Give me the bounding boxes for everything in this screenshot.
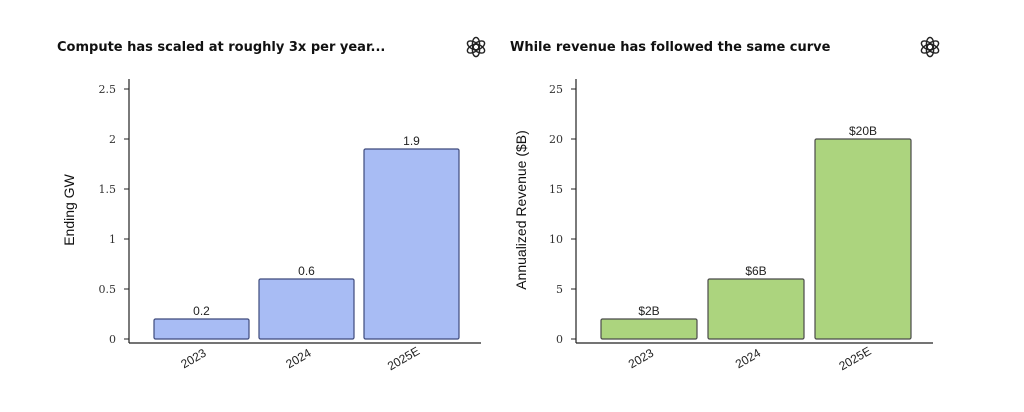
data-label: $20B bbox=[849, 124, 877, 138]
x-tick-label: 2025E bbox=[385, 344, 422, 373]
bar-2025e bbox=[363, 148, 460, 340]
chart-title: Compute has scaled at roughly 3x per yea… bbox=[57, 40, 385, 55]
data-label: $6B bbox=[745, 264, 766, 278]
y-tick-label: 2 bbox=[109, 133, 116, 146]
y-tick-label: 20 bbox=[549, 133, 563, 146]
x-tick-label: 2025E bbox=[836, 344, 873, 373]
y-tick-label: 0.5 bbox=[99, 283, 117, 296]
bar-2025e bbox=[814, 138, 912, 340]
compute-chart: Compute has scaled at roughly 3x per yea… bbox=[57, 36, 486, 373]
bar-2024 bbox=[707, 278, 805, 340]
y-tick-label: 10 bbox=[549, 233, 563, 246]
bar-2023 bbox=[153, 318, 250, 340]
y-tick-label: 5 bbox=[556, 283, 563, 296]
openai-logo-icon bbox=[920, 36, 940, 58]
openai-logo-icon bbox=[466, 36, 486, 58]
bar-2024 bbox=[258, 278, 355, 340]
y-tick-label: 15 bbox=[549, 183, 563, 196]
x-tick-label: 2023 bbox=[626, 346, 656, 372]
x-tick-label: 2024 bbox=[283, 346, 313, 372]
y-tick-label: 1 bbox=[109, 233, 116, 246]
x-tick-label: 2024 bbox=[733, 346, 763, 372]
bar-2023 bbox=[600, 318, 698, 340]
y-axis-label: Annualized Revenue ($B) bbox=[513, 130, 529, 290]
y-axis-label: Ending GW bbox=[61, 173, 77, 245]
y-tick-label: 0 bbox=[556, 333, 563, 346]
chart-title: While revenue has followed the same curv… bbox=[510, 40, 831, 55]
y-tick-label: 1.5 bbox=[99, 183, 117, 196]
x-tick-label: 2023 bbox=[178, 346, 208, 372]
y-tick-label: 2.5 bbox=[99, 83, 117, 96]
data-label: 1.9 bbox=[403, 134, 420, 148]
data-label: $2B bbox=[638, 304, 659, 318]
y-tick-label: 0 bbox=[109, 333, 116, 346]
revenue-chart: While revenue has followed the same curv… bbox=[510, 36, 940, 373]
data-label: 0.6 bbox=[298, 264, 315, 278]
data-label: 0.2 bbox=[193, 304, 210, 318]
y-tick-label: 25 bbox=[549, 83, 563, 96]
